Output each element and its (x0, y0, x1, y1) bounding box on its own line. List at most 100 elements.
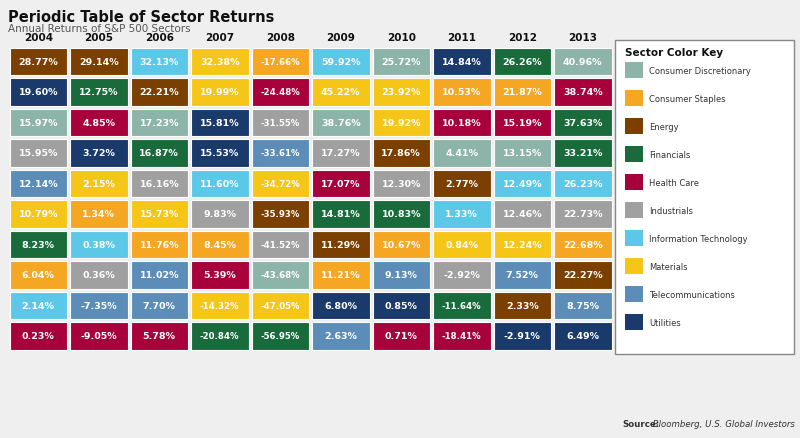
Text: -11.64%: -11.64% (442, 301, 482, 310)
Text: -43.68%: -43.68% (261, 271, 300, 279)
Text: 45.22%: 45.22% (321, 88, 361, 97)
Text: 7.70%: 7.70% (143, 301, 176, 310)
Text: Consumer Staples: Consumer Staples (649, 94, 726, 103)
FancyBboxPatch shape (251, 231, 309, 258)
Text: -2.92%: -2.92% (443, 271, 480, 279)
FancyBboxPatch shape (191, 170, 249, 198)
FancyBboxPatch shape (373, 322, 430, 350)
FancyBboxPatch shape (130, 170, 188, 198)
Text: 14.84%: 14.84% (442, 58, 482, 67)
FancyBboxPatch shape (70, 231, 127, 258)
FancyBboxPatch shape (625, 119, 643, 135)
FancyBboxPatch shape (494, 292, 551, 319)
Text: 10.53%: 10.53% (442, 88, 482, 97)
Text: 26.23%: 26.23% (563, 179, 602, 188)
Text: Energy: Energy (649, 122, 678, 131)
Text: 12.46%: 12.46% (502, 210, 542, 219)
Text: 11.21%: 11.21% (321, 271, 361, 279)
Text: 9.13%: 9.13% (385, 271, 418, 279)
FancyBboxPatch shape (494, 48, 551, 76)
FancyBboxPatch shape (433, 79, 490, 106)
Text: 0.85%: 0.85% (385, 301, 418, 310)
Text: 2013: 2013 (568, 33, 598, 43)
FancyBboxPatch shape (10, 261, 67, 289)
FancyBboxPatch shape (494, 79, 551, 106)
FancyBboxPatch shape (10, 170, 67, 198)
FancyBboxPatch shape (373, 79, 430, 106)
FancyBboxPatch shape (625, 147, 643, 162)
Text: 10.67%: 10.67% (382, 240, 421, 249)
FancyBboxPatch shape (312, 231, 370, 258)
Text: 19.60%: 19.60% (18, 88, 58, 97)
FancyBboxPatch shape (312, 48, 370, 76)
Text: 12.30%: 12.30% (382, 179, 421, 188)
Text: 32.38%: 32.38% (200, 58, 239, 67)
Text: -24.48%: -24.48% (260, 88, 300, 97)
Text: 12.49%: 12.49% (502, 179, 542, 188)
FancyBboxPatch shape (10, 109, 67, 137)
FancyBboxPatch shape (191, 261, 249, 289)
Text: 8.23%: 8.23% (22, 240, 54, 249)
FancyBboxPatch shape (312, 322, 370, 350)
Text: -2.91%: -2.91% (504, 332, 541, 340)
FancyBboxPatch shape (251, 48, 309, 76)
Text: 2005: 2005 (84, 33, 114, 43)
Text: 2.63%: 2.63% (324, 332, 357, 340)
Text: -20.84%: -20.84% (200, 332, 239, 340)
FancyBboxPatch shape (554, 322, 611, 350)
FancyBboxPatch shape (312, 201, 370, 228)
FancyBboxPatch shape (433, 292, 490, 319)
Text: 16.16%: 16.16% (139, 179, 179, 188)
Text: Periodic Table of Sector Returns: Periodic Table of Sector Returns (8, 10, 274, 25)
Text: -56.95%: -56.95% (261, 332, 300, 340)
Text: 15.53%: 15.53% (200, 149, 239, 158)
Text: 29.14%: 29.14% (79, 58, 118, 67)
FancyBboxPatch shape (70, 140, 127, 167)
FancyBboxPatch shape (191, 109, 249, 137)
FancyBboxPatch shape (251, 322, 309, 350)
Text: 11.02%: 11.02% (139, 271, 179, 279)
Text: Telecommunications: Telecommunications (649, 290, 735, 299)
Text: 10.18%: 10.18% (442, 119, 482, 127)
FancyBboxPatch shape (373, 231, 430, 258)
Text: 1.33%: 1.33% (446, 210, 478, 219)
FancyBboxPatch shape (494, 170, 551, 198)
Text: 22.21%: 22.21% (139, 88, 179, 97)
Text: 40.96%: 40.96% (563, 58, 602, 67)
FancyBboxPatch shape (10, 292, 67, 319)
FancyBboxPatch shape (625, 175, 643, 191)
Text: Health Care: Health Care (649, 178, 699, 187)
FancyBboxPatch shape (70, 79, 127, 106)
Text: 25.72%: 25.72% (382, 58, 421, 67)
FancyBboxPatch shape (191, 79, 249, 106)
Text: 2008: 2008 (266, 33, 294, 43)
FancyBboxPatch shape (251, 201, 309, 228)
FancyBboxPatch shape (494, 231, 551, 258)
Text: -41.52%: -41.52% (261, 240, 300, 249)
Text: 17.27%: 17.27% (321, 149, 361, 158)
FancyBboxPatch shape (191, 140, 249, 167)
Text: 0.23%: 0.23% (22, 332, 54, 340)
Text: 0.36%: 0.36% (82, 271, 115, 279)
Text: 15.81%: 15.81% (200, 119, 239, 127)
Text: 6.49%: 6.49% (566, 332, 599, 340)
Text: 14.81%: 14.81% (321, 210, 361, 219)
Text: 2010: 2010 (386, 33, 416, 43)
Text: 11.76%: 11.76% (139, 240, 179, 249)
FancyBboxPatch shape (433, 170, 490, 198)
FancyBboxPatch shape (494, 322, 551, 350)
Text: 22.68%: 22.68% (563, 240, 602, 249)
Text: -18.41%: -18.41% (442, 332, 482, 340)
FancyBboxPatch shape (130, 322, 188, 350)
FancyBboxPatch shape (625, 202, 643, 219)
Text: -31.55%: -31.55% (261, 119, 300, 127)
Text: -47.05%: -47.05% (261, 301, 300, 310)
FancyBboxPatch shape (130, 261, 188, 289)
FancyBboxPatch shape (70, 261, 127, 289)
FancyBboxPatch shape (10, 322, 67, 350)
Text: 6.04%: 6.04% (22, 271, 54, 279)
Text: 21.87%: 21.87% (502, 88, 542, 97)
FancyBboxPatch shape (373, 170, 430, 198)
Text: 4.41%: 4.41% (446, 149, 478, 158)
Text: 1.34%: 1.34% (82, 210, 115, 219)
